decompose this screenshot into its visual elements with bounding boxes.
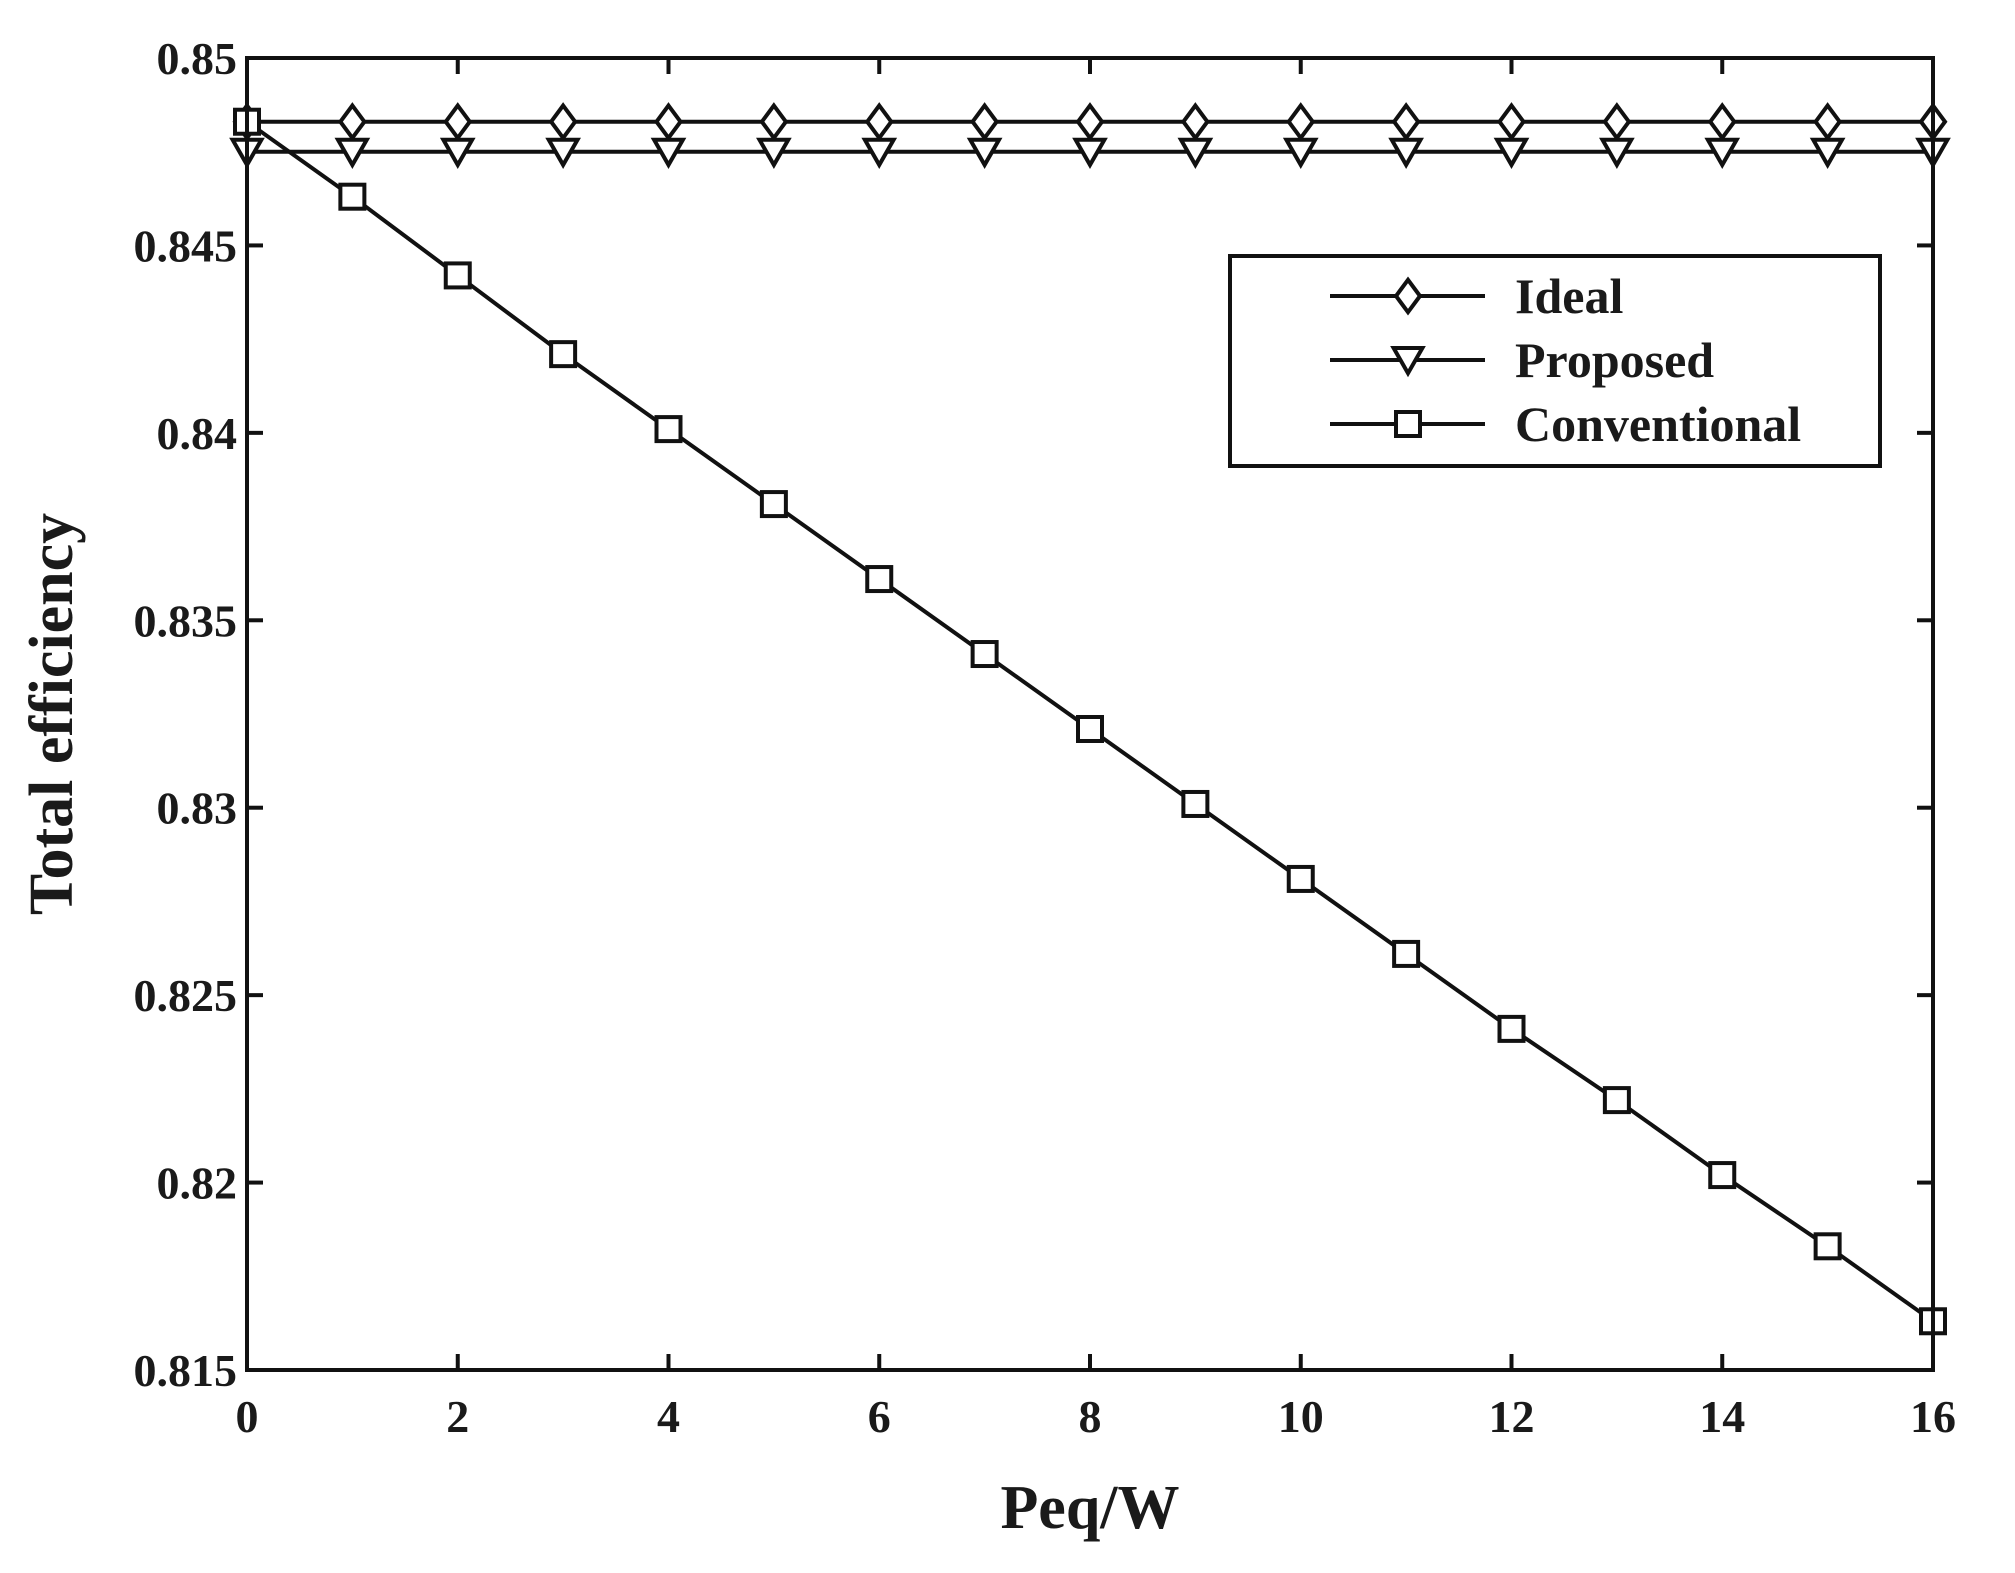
legend-item-proposed: Proposed xyxy=(1330,332,1714,388)
x-axis-title: Peq/W xyxy=(1000,1474,1179,1542)
data-point-conventional xyxy=(1813,1232,1842,1261)
series-proposed xyxy=(229,137,1951,169)
data-point-conventional xyxy=(759,490,788,519)
data-point-conventional xyxy=(1181,789,1210,818)
data-point-ideal xyxy=(443,102,473,142)
data-point-proposed xyxy=(1599,137,1635,169)
data-point-conventional xyxy=(654,415,683,444)
data-point-ideal xyxy=(654,102,683,142)
data-point-conventional xyxy=(1497,1014,1526,1043)
legend-label-conventional: Conventional xyxy=(1515,396,1801,452)
y-tick-label: 0.845 xyxy=(134,220,238,271)
data-point-ideal xyxy=(1391,102,1421,142)
data-point-conventional xyxy=(1602,1086,1631,1115)
data-point-proposed xyxy=(861,137,898,169)
data-point-conventional xyxy=(549,340,578,369)
legend-items: Ideal Proposed Conventional xyxy=(1330,268,1801,452)
legend-marker-conventional xyxy=(1394,410,1422,438)
data-point-ideal xyxy=(1286,102,1316,142)
data-point-ideal xyxy=(1813,102,1843,142)
data-point-proposed xyxy=(966,137,1003,169)
data-point-ideal xyxy=(1602,102,1632,142)
legend-box xyxy=(1228,254,1882,468)
data-point-proposed xyxy=(756,137,792,169)
data-point-ideal xyxy=(1075,102,1105,142)
x-tick-label: 10 xyxy=(1278,1391,1324,1442)
y-tick-label: 0.83 xyxy=(157,783,238,834)
data-point-conventional xyxy=(865,565,894,594)
data-point-conventional xyxy=(443,261,472,290)
tick-labels: 0 2 4 6 8 10 12 14 16 0.815 0.82 0.825 0.83 0.835 0.84… xyxy=(134,33,1957,1442)
data-point-proposed xyxy=(650,137,687,169)
data-point-conventional xyxy=(970,640,999,669)
legend: Ideal Proposed Conventional xyxy=(1228,254,1882,468)
data-point-ideal xyxy=(759,102,789,142)
legend-item-ideal: Ideal xyxy=(1330,268,1623,324)
data-point-ideal xyxy=(1707,102,1737,142)
data-point-proposed xyxy=(334,137,371,169)
x-tick-label: 14 xyxy=(1699,1391,1745,1442)
data-point-ideal xyxy=(1497,102,1526,142)
legend-label-proposed: Proposed xyxy=(1515,332,1714,388)
y-tick-label: 0.825 xyxy=(134,970,238,1021)
plot-frame xyxy=(245,56,1935,1372)
x-tick-label: 8 xyxy=(1079,1391,1102,1442)
legend-item-conventional: Conventional xyxy=(1330,396,1801,452)
data-point-ideal xyxy=(864,102,894,142)
x-tick-label: 6 xyxy=(868,1391,891,1442)
data-point-ideal xyxy=(337,102,367,142)
data-point-proposed xyxy=(1493,137,1530,169)
data-point-conventional xyxy=(1392,939,1421,968)
data-point-proposed xyxy=(1809,137,1846,169)
data-point-ideal xyxy=(548,102,578,142)
data-point-ideal xyxy=(970,102,1000,142)
y-tick-label: 0.815 xyxy=(134,1345,238,1396)
y-axis-title: Total efficiency xyxy=(18,513,86,915)
x-tick-label: 0 xyxy=(236,1391,259,1442)
y-tick-label: 0.85 xyxy=(157,33,238,84)
data-point-proposed xyxy=(1388,137,1424,169)
x-tick-label: 16 xyxy=(1910,1391,1956,1442)
legend-marker-proposed xyxy=(1390,346,1426,378)
x-tick-label: 12 xyxy=(1489,1391,1535,1442)
series-conventional xyxy=(233,107,1947,1336)
data-point-conventional xyxy=(1076,714,1104,743)
y-tick-label: 0.84 xyxy=(157,408,238,459)
y-tick-label: 0.835 xyxy=(134,595,238,646)
series-layer xyxy=(229,102,1951,1336)
data-point-proposed xyxy=(1072,137,1108,169)
series-ideal xyxy=(232,102,1948,142)
x-tick-label: 2 xyxy=(446,1391,469,1442)
data-point-proposed xyxy=(1177,137,1214,169)
data-point-conventional xyxy=(338,182,367,211)
data-point-proposed xyxy=(1704,137,1741,169)
data-point-conventional xyxy=(1708,1161,1737,1190)
x-tick-label: 4 xyxy=(657,1391,680,1442)
data-point-proposed xyxy=(1282,137,1319,169)
data-point-conventional xyxy=(1286,864,1315,893)
data-point-ideal xyxy=(1180,102,1210,142)
data-point-proposed xyxy=(439,137,476,169)
data-point-proposed xyxy=(545,137,581,169)
legend-label-ideal: Ideal xyxy=(1515,268,1623,324)
legend-marker-ideal xyxy=(1393,276,1423,316)
y-tick-label: 0.82 xyxy=(157,1158,238,1209)
